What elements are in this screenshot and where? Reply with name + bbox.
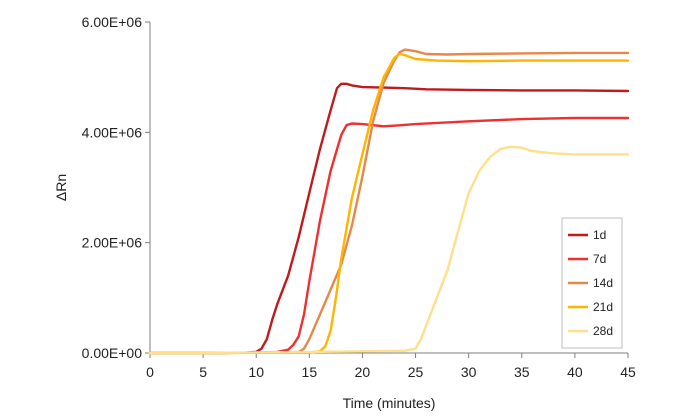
x-tick-label: 40 <box>567 364 583 380</box>
series-line-28d <box>148 145 630 355</box>
series-line-14d <box>148 48 630 355</box>
series-line-7d <box>148 116 630 355</box>
legend-label-28d: 28d <box>593 324 613 338</box>
y-tick-label: 0.00E+00 <box>82 345 143 361</box>
series-line-1d <box>148 82 630 355</box>
x-tick-label: 0 <box>146 364 154 380</box>
series-lines <box>148 48 630 355</box>
x-tick-label: 15 <box>302 364 318 380</box>
x-tick-label: 5 <box>199 364 207 380</box>
legend-label-21d: 21d <box>593 300 613 314</box>
x-tick-label: 30 <box>461 364 477 380</box>
x-tick-label: 45 <box>620 364 636 380</box>
y-tick-label: 2.00E+06 <box>82 235 143 251</box>
legend: 1d 7d 14d 21d 28d <box>561 217 623 349</box>
x-axis-ticks: 0 5 10 15 20 25 30 35 40 45 <box>146 353 636 380</box>
legend-label-1d: 1d <box>593 228 606 242</box>
y-tick-label: 6.00E+06 <box>82 14 143 30</box>
legend-label-7d: 7d <box>593 252 606 266</box>
x-tick-label: 35 <box>514 364 530 380</box>
x-tick-label: 25 <box>408 364 424 380</box>
x-tick-label: 10 <box>248 364 264 380</box>
x-axis-label: Time (minutes) <box>343 395 436 411</box>
series-line-21d <box>148 52 630 355</box>
y-axis-label: ΔRn <box>53 174 69 201</box>
y-axis-ticks: 0.00E+00 2.00E+06 4.00E+06 6.00E+06 <box>82 14 150 361</box>
legend-label-14d: 14d <box>593 276 613 290</box>
y-tick-label: 4.00E+06 <box>82 124 143 140</box>
x-tick-label: 20 <box>355 364 371 380</box>
